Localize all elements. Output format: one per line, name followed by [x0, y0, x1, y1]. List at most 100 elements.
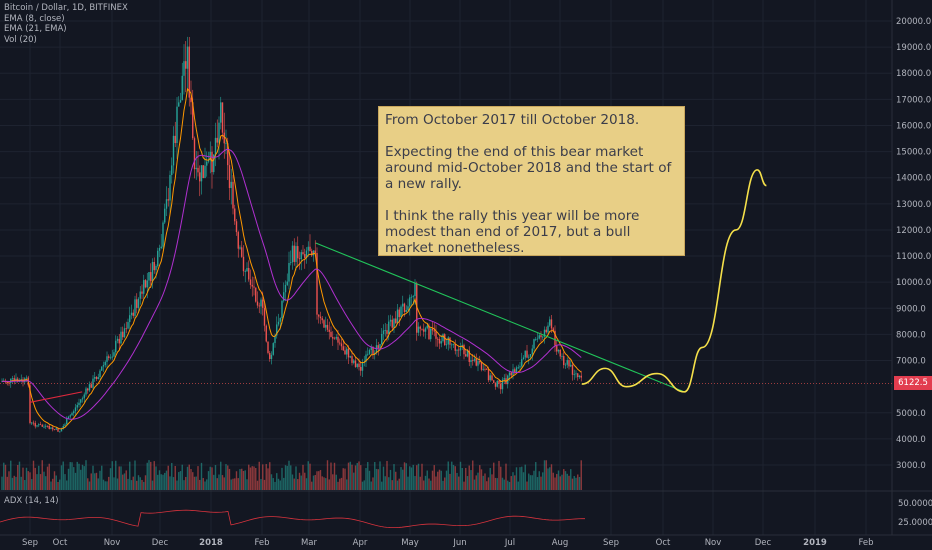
candle-body	[568, 360, 570, 367]
volume-bar	[116, 478, 119, 490]
candle-body	[43, 426, 45, 428]
candle-body	[76, 405, 78, 408]
candle-body	[573, 374, 575, 376]
volume-bar	[531, 475, 533, 490]
volume-bar	[367, 462, 369, 490]
volume-bar	[414, 476, 416, 490]
volume-bar	[232, 478, 234, 490]
volume-bar	[500, 466, 502, 490]
x-tick-label: Feb	[254, 538, 269, 548]
volume-bar	[4, 464, 7, 490]
volume-bar	[169, 476, 171, 490]
candle-body	[85, 388, 87, 395]
volume-bar	[13, 475, 15, 490]
candle-body	[178, 102, 180, 107]
candle-body	[277, 321, 280, 325]
volume-bar	[253, 466, 255, 490]
volume-bar	[258, 461, 260, 490]
y-tick-label: 19000.0	[896, 43, 931, 53]
candle-body	[269, 352, 271, 360]
candle-body	[323, 320, 325, 328]
volume-bar	[202, 477, 204, 490]
candle-body	[230, 181, 232, 189]
volume-bar	[540, 476, 542, 490]
volume-bar	[559, 476, 561, 490]
volume-bar	[6, 476, 8, 490]
candle-body	[288, 263, 290, 282]
volume-bar	[459, 461, 462, 490]
volume-bar	[27, 471, 29, 490]
candle-body	[223, 132, 225, 144]
candle-body	[151, 261, 154, 282]
candle-body	[536, 338, 539, 340]
volume-bar	[211, 467, 213, 490]
y-tick-label: 9000.0	[896, 304, 926, 314]
candle-body	[95, 376, 98, 380]
volume-bar	[433, 465, 435, 490]
volume-bar	[503, 479, 505, 490]
y-tick-label: 7000.0	[896, 357, 926, 367]
volume-bar	[64, 474, 66, 490]
volume-bar	[302, 464, 304, 490]
candle-body	[304, 254, 306, 258]
candle-body	[102, 365, 105, 367]
candle-body	[542, 336, 544, 338]
volume-bar	[381, 481, 383, 490]
candle-body	[351, 356, 353, 363]
volume-bar	[125, 470, 127, 490]
candle-body	[235, 221, 238, 233]
volume-bar	[566, 473, 568, 490]
volume-bar	[53, 471, 56, 490]
candle-body	[496, 380, 498, 387]
volume-bar	[148, 460, 150, 490]
volume-bar	[514, 475, 516, 490]
candle-body	[521, 359, 523, 367]
candle-body	[80, 399, 82, 403]
candle-body	[365, 354, 367, 362]
volume-bar	[132, 476, 134, 490]
volume-bar	[487, 477, 490, 490]
candle-body	[69, 415, 71, 417]
candle-body	[400, 306, 402, 318]
candle-body	[445, 344, 448, 346]
volume-bar	[407, 476, 409, 490]
volume-bar	[430, 480, 432, 490]
volume-bar	[123, 473, 126, 490]
volume-bar	[554, 477, 556, 490]
candle-body	[90, 384, 92, 388]
candle-body	[489, 375, 491, 381]
candle-body	[39, 424, 42, 426]
volume-bar	[118, 466, 120, 490]
volume-bar	[248, 464, 250, 490]
volume-bar	[468, 465, 470, 490]
candle-body	[157, 250, 159, 267]
volume-bar	[207, 471, 210, 490]
candle-body	[267, 341, 269, 353]
candle-body	[403, 303, 406, 313]
volume-bar	[29, 472, 31, 490]
candle-body	[48, 425, 50, 429]
candle-body	[118, 338, 120, 344]
volume-bar	[195, 476, 197, 490]
volume-bar	[293, 478, 295, 490]
volume-bar	[38, 465, 40, 490]
volume-bar	[426, 470, 428, 490]
volume-bar	[237, 478, 239, 490]
volume-bar	[519, 467, 521, 490]
note-paragraph-3: I think the rally this year will be more…	[385, 208, 640, 256]
candle-body	[501, 379, 504, 390]
volume-bar	[94, 473, 96, 490]
candle-body	[349, 356, 351, 358]
candle-body	[554, 330, 556, 346]
candle-body	[199, 172, 201, 182]
volume-bar	[85, 460, 87, 490]
volume-bar	[542, 472, 544, 490]
volume-bar	[185, 476, 187, 490]
y-tick-label: 14000.0	[896, 174, 931, 184]
volume-bar	[139, 477, 141, 490]
candle-body	[115, 340, 117, 353]
volume-bar	[262, 464, 264, 490]
x-tick-label: Mar	[301, 538, 318, 548]
volume-bar	[428, 478, 430, 490]
volume-bar	[501, 477, 504, 490]
